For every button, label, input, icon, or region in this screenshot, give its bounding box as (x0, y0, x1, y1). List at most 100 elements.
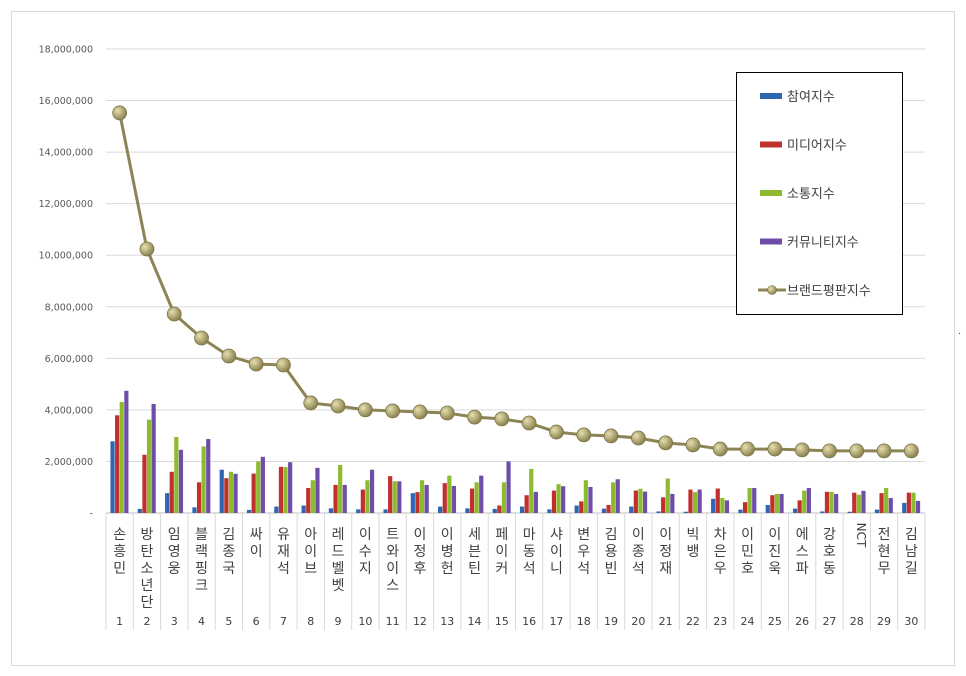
category-label-char: 손 (113, 527, 126, 543)
bar-1 (410, 493, 415, 513)
bar-3 (556, 484, 561, 513)
rank-label: 10 (358, 615, 372, 628)
category-label-char: 벨 (332, 561, 345, 577)
line-marker (740, 441, 755, 457)
category-label-char: 이 (768, 527, 781, 543)
category-label-char: 이 (386, 561, 399, 577)
bar-4 (397, 481, 402, 513)
category-label-char: 재 (277, 544, 290, 560)
category-label-char: 종 (222, 544, 235, 560)
bar-2 (824, 491, 830, 513)
bar-2 (333, 484, 338, 513)
category-label-char: 샤 (550, 527, 563, 543)
category-label-char: 크 (195, 578, 208, 594)
line-marker (112, 105, 128, 121)
bar-1 (492, 508, 497, 513)
bar-1 (847, 511, 852, 513)
rank-label: 19 (604, 615, 618, 628)
category-label-char: 국 (222, 561, 235, 577)
category-label-char: 민 (741, 544, 754, 560)
bar-1 (574, 505, 579, 513)
category-label-char: 수 (359, 544, 372, 560)
line-marker (439, 405, 455, 421)
category-label-char: 페 (495, 527, 508, 543)
bar-1 (356, 509, 361, 513)
bar-2 (442, 483, 447, 513)
category-label-char: 년 (141, 578, 154, 594)
legend-swatch (760, 190, 782, 196)
bar-2 (169, 471, 174, 513)
bar-1 (547, 509, 552, 513)
rank-label: 13 (440, 615, 454, 628)
rank-label: 16 (522, 615, 536, 628)
line-marker (194, 330, 209, 346)
bar-3 (419, 480, 425, 513)
line-marker (303, 395, 319, 411)
bar-1 (765, 505, 770, 513)
bar-1 (219, 469, 224, 513)
bar-3 (665, 478, 670, 513)
category-label-char: 이 (632, 527, 645, 543)
line-marker (221, 348, 237, 364)
category-label-char: 강 (823, 527, 836, 543)
bar-3 (201, 446, 206, 513)
bar-4 (915, 500, 921, 513)
legend-swatch (760, 141, 782, 148)
y-tick-label: 8,000,000 (45, 302, 93, 313)
bar-4 (315, 467, 320, 513)
category-label-char: 파 (796, 561, 809, 577)
category-label-char: 석 (523, 561, 536, 577)
category-label-char: 남 (905, 544, 918, 560)
bar-3 (256, 461, 261, 513)
category-label-char: 진 (768, 544, 781, 560)
bar-4 (479, 475, 484, 513)
bar-1 (656, 511, 661, 513)
bar-3 (501, 482, 507, 513)
rank-label: 21 (659, 615, 673, 628)
line-marker (549, 424, 564, 440)
category-label-char: 이 (304, 544, 317, 560)
category-label-char: 랙 (195, 544, 208, 560)
bar-4 (615, 479, 620, 513)
bar-4 (861, 490, 866, 513)
y-tick-label: 18,000,000 (39, 45, 93, 56)
bar-2 (306, 487, 311, 513)
bar-4 (533, 491, 538, 513)
line-marker (494, 411, 510, 427)
bar-3 (119, 401, 124, 513)
y-tick-label: 10,000,000 (39, 251, 93, 262)
bar-2 (142, 454, 147, 513)
bar-4 (888, 498, 893, 513)
category-label-char: 현 (878, 544, 891, 560)
category-label-char: 호 (741, 561, 754, 577)
bar-4 (342, 484, 347, 513)
bar-2 (224, 478, 229, 513)
bar-2 (715, 488, 720, 513)
bar-1 (274, 506, 279, 513)
bar-3 (146, 419, 152, 513)
bar-3 (884, 487, 889, 513)
category-label-char: 김 (905, 527, 918, 543)
rank-label: 2 (143, 615, 150, 628)
line-marker (630, 430, 646, 446)
category-label-char: 웅 (168, 561, 181, 577)
y-tick-label: 4,000,000 (45, 405, 93, 416)
bar-4 (561, 486, 566, 513)
bar-3 (447, 475, 452, 513)
bar-2 (469, 488, 475, 513)
line-marker (685, 437, 701, 453)
rank-label: 1 (116, 615, 123, 628)
category-label-char: 변 (577, 527, 590, 543)
bar-1 (165, 493, 170, 513)
